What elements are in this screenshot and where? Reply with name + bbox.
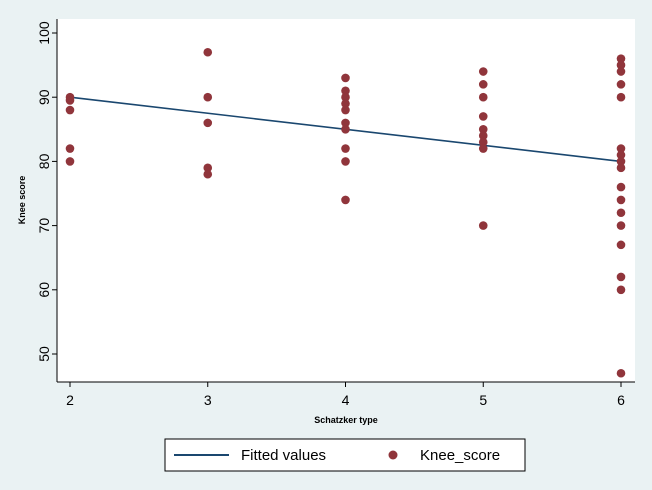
y-tick-label: 90	[36, 89, 52, 105]
knee-score-point	[341, 195, 350, 205]
knee-score-point	[341, 92, 350, 102]
knee-score-point	[478, 80, 488, 89]
x-tick-label: 2	[66, 392, 74, 408]
knee-score-point	[341, 144, 350, 153]
knee-score-point	[616, 208, 626, 218]
knee-score-point	[616, 54, 626, 63]
knee-score-point	[616, 368, 626, 378]
knee-score-point	[616, 163, 626, 173]
x-tick-label: 5	[479, 392, 487, 408]
knee-score-point	[65, 144, 75, 153]
scatter-points	[65, 47, 626, 378]
knee-score-point	[616, 150, 626, 160]
y-axis-title: Knee score	[17, 176, 27, 225]
knee-score-point	[616, 285, 626, 295]
knee-score-point	[616, 195, 626, 205]
knee-score-point	[616, 157, 626, 166]
knee-score-point	[616, 80, 626, 89]
knee-score-point	[203, 47, 213, 57]
knee-score-point	[341, 125, 350, 134]
knee-score-point	[341, 86, 350, 96]
knee-score-point	[203, 92, 213, 102]
legend-label-knee-score: Knee_score	[420, 447, 500, 464]
y-tick-label: 100	[36, 21, 52, 45]
knee-score-point	[478, 144, 488, 153]
knee-score-point	[616, 221, 626, 230]
knee-score-point	[341, 73, 350, 83]
x-axis-title: Schatzker type	[314, 415, 378, 425]
knee-score-point	[341, 105, 350, 115]
knee-score-point	[65, 96, 75, 105]
knee-score-point	[65, 157, 75, 166]
knee-score-point	[341, 157, 350, 166]
knee-score-point	[478, 221, 488, 230]
knee-score-point	[478, 67, 488, 76]
legend-label-fitted: Fitted values	[241, 447, 326, 464]
y-tick-label: 60	[36, 282, 52, 298]
axes: 50 60 70 80 90 100 2 3 4 5 6	[36, 19, 635, 408]
legend-marker-swatch	[388, 450, 398, 460]
y-tick-label: 70	[36, 218, 52, 234]
knee-score-point	[478, 92, 488, 102]
x-tick-label: 4	[342, 392, 350, 408]
knee-score-point	[616, 60, 626, 70]
knee-score-point	[478, 131, 488, 141]
knee-score-point	[341, 118, 350, 128]
knee-score-point	[616, 182, 626, 192]
knee-score-point	[616, 144, 626, 153]
knee-score-point	[203, 118, 213, 128]
knee-score-point	[478, 112, 488, 121]
x-tick-label: 6	[617, 392, 625, 408]
y-tick-label: 80	[36, 153, 52, 169]
legend: Fitted values Knee_score	[164, 438, 526, 472]
knee-score-point	[478, 125, 488, 134]
knee-score-point	[616, 272, 626, 282]
knee-score-point	[616, 92, 626, 102]
y-tick-label: 50	[36, 346, 52, 362]
knee-score-point	[65, 105, 75, 115]
knee-score-point	[203, 169, 213, 179]
x-tick-label: 3	[204, 392, 212, 408]
knee-score-point	[341, 99, 350, 108]
knee-score-point	[616, 240, 626, 250]
knee-score-point	[478, 137, 488, 147]
knee-score-point	[616, 67, 626, 76]
knee-score-point	[203, 163, 213, 173]
